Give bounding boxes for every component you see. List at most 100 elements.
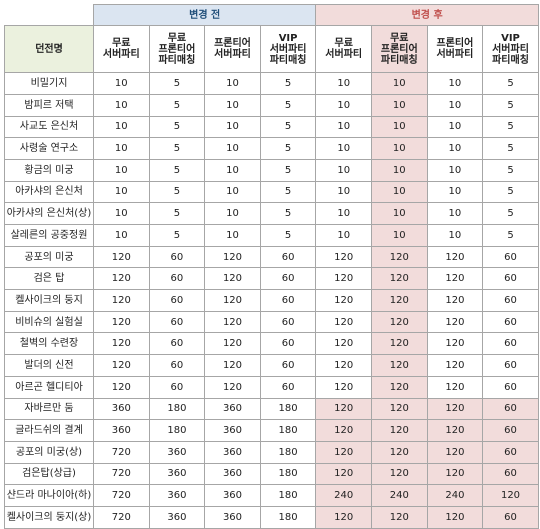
value-cell: 5	[482, 202, 539, 225]
value-cell: 120	[371, 505, 428, 529]
value-cell: 10	[315, 224, 372, 247]
value-cell: 360	[93, 419, 150, 442]
value-cell: 5	[482, 72, 539, 95]
value-cell: 5	[482, 180, 539, 204]
value-cell: 5	[148, 137, 206, 160]
value-cell: 120	[315, 354, 372, 377]
value-cell: 240	[371, 484, 428, 507]
value-cell: 60	[482, 332, 539, 356]
value-cell: 120	[204, 375, 261, 399]
value-cell: 60	[148, 375, 206, 399]
value-cell: 60	[148, 310, 206, 334]
header-line: 서버파티	[325, 49, 363, 61]
value-cell: 10	[315, 137, 372, 160]
data-row: 살레른의 공중정원 10 5 10 5 10 10 10 5	[4, 224, 539, 247]
value-cell: 120	[371, 267, 428, 291]
header-line: 무료	[112, 38, 131, 50]
data-row: 공포의 미궁(상) 720 360 360 180 120 120 120 60	[4, 440, 539, 464]
value-cell: 120	[93, 375, 150, 399]
value-cell: 60	[482, 440, 539, 464]
value-cell: 10	[315, 180, 372, 204]
value-cell: 60	[482, 419, 539, 442]
value-cell: 60	[259, 332, 317, 356]
value-cell: 60	[482, 375, 539, 399]
value-cell: 120	[371, 419, 428, 442]
value-cell: 10	[204, 158, 261, 182]
value-cell: 120	[315, 505, 372, 529]
value-cell: 5	[148, 158, 206, 182]
header-line: 무료	[167, 32, 187, 44]
value-cell: 360	[204, 419, 261, 442]
value-cell: 10	[204, 180, 261, 204]
data-row: 비비슈의 실험실 120 60 120 60 120 120 120 60	[4, 310, 539, 334]
value-cell: 10	[426, 72, 484, 95]
value-cell: 10	[426, 115, 484, 139]
group-before: 변경 전	[92, 3, 317, 27]
value-cell: 120	[93, 354, 150, 377]
value-cell: 120	[482, 484, 539, 507]
value-cell: 10	[426, 224, 484, 247]
value-cell: 120	[93, 310, 150, 334]
value-cell: 10	[93, 224, 150, 247]
value-cell: 10	[426, 93, 484, 117]
value-cell: 5	[482, 224, 539, 247]
header-line: 서버파티	[214, 49, 251, 61]
value-cell: 10	[315, 115, 372, 139]
header-line: VIP	[278, 32, 298, 44]
value-cell: 10	[204, 137, 261, 160]
value-cell: 120	[315, 245, 372, 269]
dungeon-name: 비비슈의 실험실	[4, 310, 94, 334]
column-header: 프론티어 서버파티	[426, 25, 484, 74]
dungeon-name: 철벽의 수련장	[4, 332, 94, 356]
value-cell: 10	[426, 180, 484, 204]
data-row: 공포의 미궁 120 60 120 60 120 120 120 60	[4, 245, 539, 269]
value-cell: 5	[148, 72, 206, 95]
value-cell: 60	[259, 310, 317, 334]
dungeon-name: 켈사이크의 둥지(상)	[4, 505, 94, 529]
value-cell: 120	[315, 267, 372, 291]
value-cell: 5	[259, 202, 317, 225]
value-cell: 120	[204, 354, 261, 377]
value-cell: 120	[371, 332, 428, 356]
value-cell: 120	[371, 440, 428, 464]
value-cell: 720	[93, 484, 150, 507]
value-cell: 180	[259, 397, 317, 421]
value-cell: 60	[259, 375, 317, 399]
value-cell: 360	[148, 462, 206, 486]
value-cell: 120	[371, 462, 428, 486]
value-cell: 360	[148, 484, 206, 507]
value-cell: 720	[93, 505, 150, 529]
value-cell: 5	[482, 93, 539, 117]
value-cell: 120	[426, 462, 484, 486]
value-cell: 120	[371, 397, 428, 421]
value-cell: 10	[371, 158, 428, 182]
value-cell: 120	[315, 462, 372, 486]
group-header-row: 변경 전 변경 후	[5, 3, 539, 27]
value-cell: 10	[371, 115, 428, 139]
value-cell: 360	[204, 440, 261, 464]
data-row: 밤피르 저택 10 5 10 5 10 10 10 5	[4, 93, 539, 117]
column-header: 무료 프론티어 파티매칭	[371, 25, 428, 74]
value-cell: 5	[148, 202, 206, 225]
dungeon-name: 검은 탑	[4, 267, 94, 291]
value-cell: 180	[259, 462, 317, 486]
value-cell: 10	[426, 137, 484, 160]
value-cell: 5	[482, 137, 539, 160]
header-line: 파티매칭	[380, 54, 418, 66]
header-line: 서버파티	[492, 43, 529, 55]
value-cell: 120	[315, 375, 372, 399]
value-cell: 120	[204, 245, 261, 269]
value-cell: 5	[259, 93, 317, 117]
value-cell: 5	[259, 158, 317, 182]
value-cell: 120	[315, 332, 372, 356]
value-cell: 60	[148, 267, 206, 291]
dungeon-name: 검은탑(상급)	[4, 462, 94, 486]
dungeon-name: 켈사이크의 둥지	[4, 289, 94, 312]
value-cell: 60	[482, 397, 539, 421]
value-cell: 10	[204, 202, 261, 225]
value-cell: 120	[93, 267, 150, 291]
data-row: 켈사이크의 둥지(상) 720 360 360 180 120 120 120 60	[4, 505, 539, 529]
value-cell: 360	[93, 397, 150, 421]
header-line: 무료	[334, 38, 353, 50]
